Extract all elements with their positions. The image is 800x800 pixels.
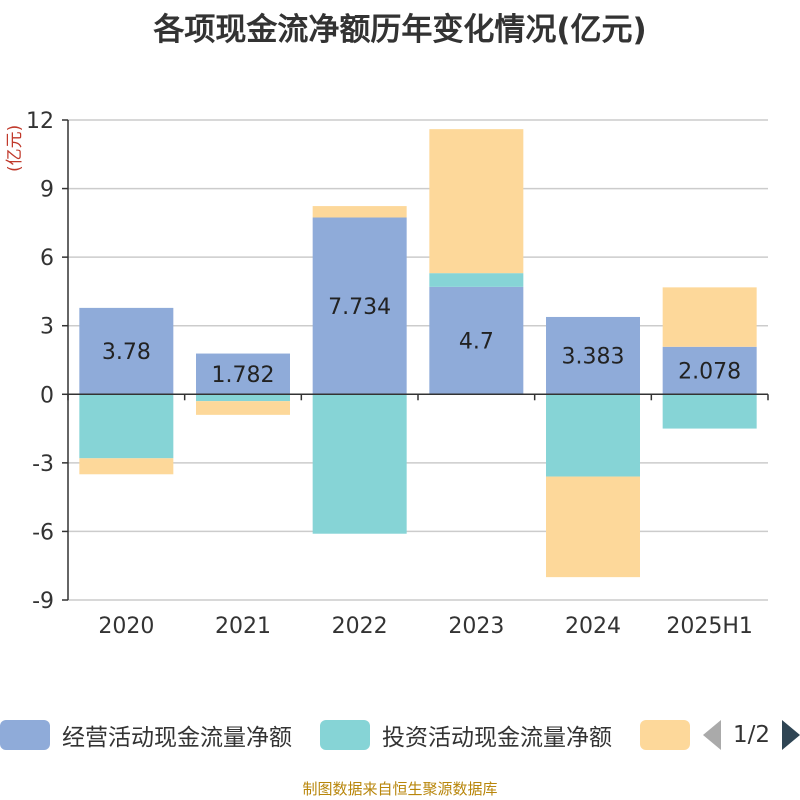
y-tick-label: -3 bbox=[32, 452, 54, 477]
y-tick-label: 9 bbox=[40, 178, 54, 203]
bar-segment-s0-2022 bbox=[312, 217, 407, 395]
legend-page-indicator: 1/2 bbox=[733, 722, 771, 748]
y-tick-label: 3 bbox=[40, 315, 54, 340]
bar-segment-s1-2022 bbox=[312, 394, 407, 534]
bar-segment-s2-2021 bbox=[196, 401, 290, 415]
legend-item-financing[interactable] bbox=[640, 712, 702, 758]
legend-swatch-operating bbox=[0, 720, 50, 750]
bar-segment-s1-2020 bbox=[79, 394, 174, 459]
x-tick-label-2020: 2020 bbox=[98, 614, 154, 639]
next-page-icon[interactable] bbox=[782, 720, 800, 750]
source-footer: 制图数据来自恒生聚源数据库 bbox=[302, 780, 498, 798]
legend-item-investing[interactable]: 投资活动现金流量净额 bbox=[320, 712, 612, 758]
data-label-2025H1: 2.078 bbox=[678, 360, 741, 385]
bar-segment-s1-2025H1 bbox=[662, 394, 757, 429]
chart-title: 各项现金流净额历年变化情况(亿元) bbox=[153, 12, 647, 48]
legend-pager: 1/2 bbox=[703, 712, 800, 758]
data-label-2022: 7.734 bbox=[328, 295, 391, 320]
bar-segment-s0-2023 bbox=[429, 286, 524, 395]
bar-segment-s0-2025H1 bbox=[662, 346, 757, 395]
bar-segment-s0-2024 bbox=[546, 316, 640, 395]
y-tick-label: -6 bbox=[32, 520, 54, 545]
stacked-bar-chart: -9 -6 -3 0 3 6 9 12 3.78 2020 1.782 2021 7.734 2022 4.… bbox=[26, 109, 769, 639]
x-tick-label-2024: 2024 bbox=[565, 614, 621, 639]
bar-segment-s1-2021 bbox=[196, 394, 290, 402]
data-label-2020: 3.78 bbox=[102, 340, 151, 365]
y-tick-label: -9 bbox=[32, 589, 54, 614]
data-label-2024: 3.383 bbox=[562, 345, 625, 370]
bar-segment-s0-2020 bbox=[79, 307, 174, 395]
bar-segment-s2-2022 bbox=[312, 206, 407, 218]
bar-segment-s1-2024 bbox=[546, 394, 640, 477]
bar-segment-s1-2023 bbox=[429, 273, 524, 287]
y-tick-label: 0 bbox=[40, 383, 54, 408]
data-label-2023: 4.7 bbox=[459, 330, 494, 355]
legend: 经营活动现金流量净额 投资活动现金流量净额 1/2 bbox=[0, 712, 800, 758]
bar-segment-s0-2021 bbox=[196, 353, 290, 395]
legend-swatch-investing bbox=[320, 720, 370, 750]
x-tick-label-2023: 2023 bbox=[448, 614, 504, 639]
legend-label-operating: 经营活动现金流量净额 bbox=[62, 725, 292, 751]
bar-segment-s2-2023 bbox=[429, 129, 524, 274]
y-tick-label: 6 bbox=[40, 246, 54, 271]
x-tick-label-2021: 2021 bbox=[215, 614, 271, 639]
bar-segment-s2-2020 bbox=[79, 458, 174, 475]
y-tick-label: 12 bbox=[26, 109, 54, 134]
bar-segment-s2-2024 bbox=[546, 476, 640, 578]
legend-label-investing: 投资活动现金流量净额 bbox=[382, 725, 612, 751]
legend-swatch-financing bbox=[640, 720, 690, 750]
x-tick-label-2022: 2022 bbox=[332, 614, 388, 639]
bar-segment-s2-2025H1 bbox=[662, 287, 757, 347]
legend-item-operating[interactable]: 经营活动现金流量净额 bbox=[0, 712, 292, 758]
x-tick-label-2025H1: 2025H1 bbox=[666, 614, 753, 639]
prev-page-icon[interactable] bbox=[703, 720, 721, 750]
data-label-2021: 1.782 bbox=[212, 363, 275, 388]
